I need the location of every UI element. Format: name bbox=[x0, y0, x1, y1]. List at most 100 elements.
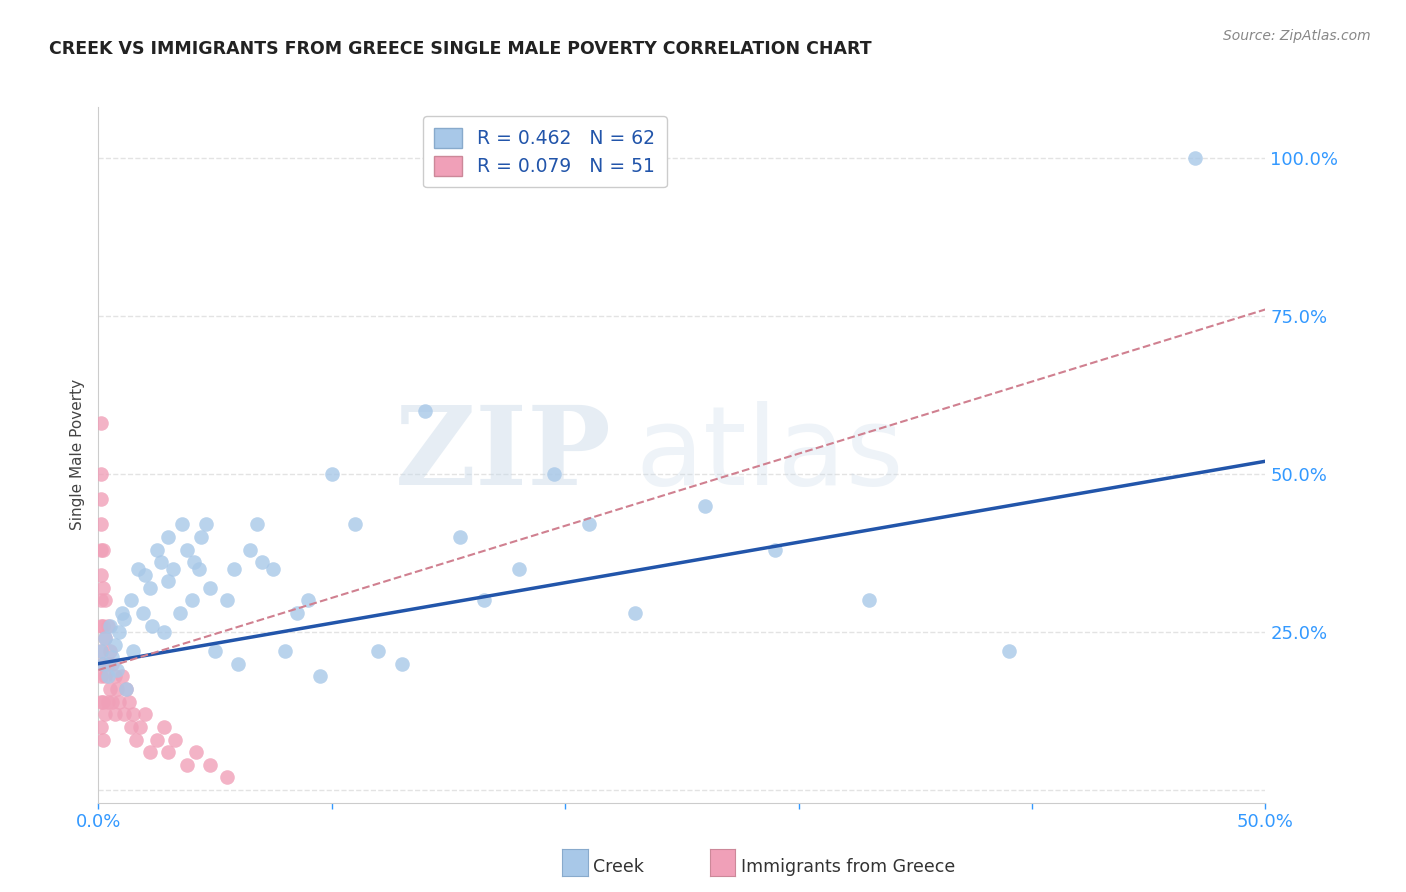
Text: atlas: atlas bbox=[636, 401, 904, 508]
Point bbox=[1184, 151, 1206, 165]
Point bbox=[94, 632, 117, 646]
Point bbox=[94, 593, 117, 607]
Text: ZIP: ZIP bbox=[395, 401, 612, 508]
Point bbox=[624, 606, 647, 620]
Point bbox=[344, 517, 367, 532]
Point bbox=[157, 745, 180, 759]
Legend: R = 0.462   N = 62, R = 0.079   N = 51: R = 0.462 N = 62, R = 0.079 N = 51 bbox=[423, 117, 666, 187]
Point bbox=[228, 657, 250, 671]
Text: Creek: Creek bbox=[593, 858, 644, 876]
Point bbox=[134, 568, 156, 582]
Point bbox=[90, 517, 112, 532]
Point bbox=[134, 707, 156, 722]
Point bbox=[129, 720, 152, 734]
Point bbox=[101, 650, 124, 665]
Point bbox=[91, 657, 114, 671]
Y-axis label: Single Male Poverty: Single Male Poverty bbox=[70, 379, 86, 531]
Point bbox=[90, 542, 112, 557]
Point bbox=[90, 467, 112, 481]
Point bbox=[367, 644, 389, 658]
Point bbox=[90, 669, 112, 683]
Point bbox=[90, 720, 112, 734]
Point bbox=[115, 681, 138, 696]
Point bbox=[274, 644, 297, 658]
Point bbox=[101, 695, 124, 709]
Point bbox=[763, 542, 786, 557]
Point bbox=[91, 542, 114, 557]
Point bbox=[186, 745, 208, 759]
Point bbox=[215, 771, 238, 785]
Point bbox=[98, 681, 121, 696]
Point bbox=[165, 732, 187, 747]
Point bbox=[391, 657, 413, 671]
Point bbox=[112, 612, 135, 626]
Point bbox=[200, 757, 222, 772]
Point bbox=[152, 625, 174, 640]
Point bbox=[90, 618, 112, 632]
Point bbox=[98, 618, 121, 632]
Point bbox=[105, 663, 128, 677]
Text: CREEK VS IMMIGRANTS FROM GREECE SINGLE MALE POVERTY CORRELATION CHART: CREEK VS IMMIGRANTS FROM GREECE SINGLE M… bbox=[49, 40, 872, 58]
Point bbox=[120, 720, 142, 734]
Text: Source: ZipAtlas.com: Source: ZipAtlas.com bbox=[1223, 29, 1371, 43]
Point bbox=[297, 593, 319, 607]
Point bbox=[91, 581, 114, 595]
Point bbox=[285, 606, 308, 620]
Point bbox=[132, 606, 155, 620]
Point bbox=[105, 681, 128, 696]
Point bbox=[180, 593, 202, 607]
Point bbox=[90, 644, 112, 658]
Point bbox=[111, 606, 134, 620]
Point bbox=[90, 644, 112, 658]
Point bbox=[108, 625, 131, 640]
Point bbox=[91, 657, 114, 671]
Point bbox=[413, 403, 436, 417]
Point bbox=[190, 530, 212, 544]
Point bbox=[215, 593, 238, 607]
Point bbox=[157, 530, 180, 544]
Point bbox=[90, 695, 112, 709]
Point bbox=[115, 681, 138, 696]
Point bbox=[543, 467, 565, 481]
Point bbox=[997, 644, 1019, 658]
Point bbox=[97, 669, 120, 683]
Point bbox=[472, 593, 495, 607]
Point bbox=[187, 562, 209, 576]
Point bbox=[858, 593, 880, 607]
Point bbox=[97, 657, 120, 671]
Point bbox=[139, 745, 162, 759]
Point bbox=[97, 695, 120, 709]
Point bbox=[112, 707, 135, 722]
Point bbox=[91, 618, 114, 632]
Point bbox=[449, 530, 471, 544]
Point bbox=[150, 556, 173, 570]
Point bbox=[90, 593, 112, 607]
Point bbox=[321, 467, 343, 481]
Point bbox=[695, 499, 717, 513]
Point bbox=[578, 517, 600, 532]
Point bbox=[118, 695, 141, 709]
Point bbox=[111, 669, 134, 683]
Text: Immigrants from Greece: Immigrants from Greece bbox=[741, 858, 955, 876]
Point bbox=[309, 669, 332, 683]
Point bbox=[194, 517, 217, 532]
Point bbox=[98, 644, 121, 658]
Point bbox=[146, 732, 169, 747]
Point bbox=[152, 720, 174, 734]
Point bbox=[122, 644, 145, 658]
Point bbox=[90, 492, 112, 507]
Point bbox=[104, 638, 127, 652]
Point bbox=[104, 669, 127, 683]
Point bbox=[172, 517, 194, 532]
Point bbox=[246, 517, 269, 532]
Point bbox=[508, 562, 530, 576]
Point bbox=[108, 695, 131, 709]
Point bbox=[139, 581, 162, 595]
Point bbox=[176, 757, 198, 772]
Point bbox=[91, 695, 114, 709]
Point bbox=[91, 732, 114, 747]
Point bbox=[157, 574, 180, 589]
Point bbox=[239, 542, 262, 557]
Point bbox=[97, 618, 120, 632]
Point bbox=[262, 562, 284, 576]
